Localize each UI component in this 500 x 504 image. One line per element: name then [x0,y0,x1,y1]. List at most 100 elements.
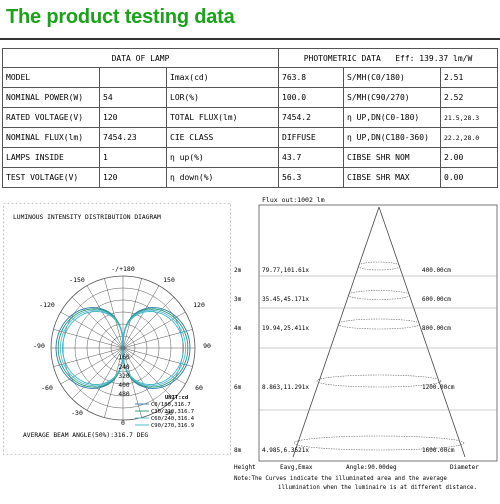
angle-label: -150 [69,276,85,284]
angle-label: 30 [165,409,173,417]
col-height: Height [234,464,256,471]
photometric-data-label: PHOTOMETRIC DATA [303,53,381,63]
cone-diagram: Flux out:1002 lm 2m 79.77,101.61x 400.00… [234,196,498,491]
row-height: 2m [234,267,242,274]
legend-entry: C60/240,316.4 [151,416,195,422]
row-diameter: 400.00cm [422,267,451,274]
row-height: 4m [234,325,242,332]
col-diameter: Diameter [450,464,479,471]
table-cell: 1 [99,147,167,168]
angle-label: -60 [41,384,53,392]
polar-radial-labels: 160 240 320 400 480 [118,354,130,398]
table-cell: 120 [99,167,167,188]
table-cell: MODEL [2,67,100,88]
table-cell: 763.8 [278,67,344,88]
table-cell: NOMINAL POWER(W) [2,87,100,108]
table-cell: TOTAL FLUX(lm) [166,107,279,128]
radial-label: 480 [118,391,130,398]
table-cell: CIBSE SHR MAX [343,167,441,188]
table-cell: η up(%) [166,147,279,168]
row-eavg: 35.45,45.171x [262,296,309,303]
angle-label: -90 [33,342,45,350]
table-cell: Imax(cd) [166,67,279,88]
illumination-ellipse [347,290,411,300]
angle-label: 90 [203,342,211,350]
cone-shape [292,206,466,458]
table-cell: 0.00 [440,167,498,188]
row-diameter: 1200.00cm [422,384,455,391]
data-of-lamp-header: DATA OF LAMP [2,48,279,68]
polar-unit: UNIT:cd [165,395,188,401]
table-cell: DIFFUSE [278,127,344,148]
radial-label: 240 [118,364,130,371]
table-cell: η UP,DN(C180-360) [343,127,441,148]
page-title: The product testing data [6,6,235,28]
table-cell: 22.2,28.0 [440,127,498,148]
cone-edge-left [292,206,380,458]
radial-label: 320 [118,373,130,380]
table-row: NOMINAL FLUX(lm) 7454.23 CIE CLASS DIFFU… [2,127,498,148]
table-cell: 7454.23 [99,127,167,148]
table-cell [99,67,167,88]
cone-diagram-panel: Flux out:1002 lm 2m 79.77,101.61x 400.00… [232,188,500,500]
table-cell: 54 [99,87,167,108]
illumination-ellipse [357,261,401,271]
angle-label: -30 [71,409,83,417]
table-cell: 100.0 [278,87,344,108]
polar-curve [62,311,184,385]
table-row: NOMINAL POWER(W) 54 LOR(%) 100.0 S/MH(C9… [2,87,498,108]
flux-out-label: Flux out:1002 lm [262,196,325,204]
table-row: LAMPS INSIDE 1 η up(%) 43.7 CIBSE SHR NO… [2,147,498,168]
table-cell: 2.52 [440,87,498,108]
table-cell: LOR(%) [166,87,279,108]
table-row: MODEL Imax(cd) 763.8 S/MH(C0/180) 2.51 [2,67,498,88]
table-cell: NOMINAL FLUX(lm) [2,127,100,148]
beam-angle-footer: AVERAGE BEAM ANGLE(50%):316.7 DEG [23,432,148,439]
legend-entry: C0/180,316.7 [151,402,191,408]
table-cell: η down(%) [166,167,279,188]
row-eavg: 8.863,11.291x [262,384,309,391]
angle-label: 150 [163,276,175,284]
table-cell: 2.51 [440,67,498,88]
polar-legend: C0/180,316.7 C30/210,316.7 C60/240,316.4… [135,402,195,429]
row-eavg: 4.985,6.3521x [262,447,309,454]
row-diameter: 600.00cm [422,296,451,303]
table-cell: 120 [99,107,167,128]
illumination-ellipse [337,318,421,330]
photometric-table: DATA OF LAMP PHOTOMETRIC DATA Eff: 139.3… [2,48,498,188]
table-cell: S/MH(C0/180) [343,67,441,88]
table-cell: TEST VOLTAGE(V) [2,167,100,188]
polar-title: LUMINOUS INTENSITY DISTRIBUTION DIAGRAM [13,214,161,221]
note-line-2: illumination when the luminaire is at di… [278,485,477,491]
polar-diagram: LUMINOUS INTENSITY DISTRIBUTION DIAGRAM … [3,203,231,455]
legend-entry: C30/210,316.7 [151,409,194,415]
title-divider [0,38,500,40]
legend-entry: C90/270,316.9 [151,423,194,429]
polar-diagram-panel: LUMINOUS INTENSITY DISTRIBUTION DIAGRAM … [3,203,231,455]
table-cell: 43.7 [278,147,344,168]
table-row: RATED VOLTAGE(V) 120 TOTAL FLUX(lm) 7454… [2,107,498,128]
col-angle: Angle:90.00deg [346,464,397,471]
polar-curves [55,307,191,389]
polar-angle-labels: -/+180 -150 150 -120 120 -90 90 -60 60 -… [33,265,211,427]
angle-label: 60 [195,384,203,392]
table-cell: 56.3 [278,167,344,188]
angle-label: -/+180 [111,265,135,273]
table-cell: CIBSE SHR NOM [343,147,441,168]
row-eavg: 19.94,25.411x [262,325,309,332]
row-diameter: 800.00cm [422,325,451,332]
angle-label: -120 [39,301,55,309]
radial-label: 400 [118,382,130,389]
table-cell: 2.00 [440,147,498,168]
note-line-1: Note:The Curves indicate the illuminated… [234,476,447,482]
table-cell: 21.5,28.3 [440,107,498,128]
table-row: TEST VOLTAGE(V) 120 η down(%) 56.3 CIBSE… [2,167,498,188]
radial-label: 160 [118,354,130,361]
col-eavg: Eavg,Emax [280,464,313,471]
illumination-ellipse [316,374,442,388]
row-height: 3m [234,296,242,303]
table-cell: 7454.2 [278,107,344,128]
table-cell: CIE CLASS [166,127,279,148]
table-cell: S/MH(C90/270) [343,87,441,108]
row-diameter: 1600.00cm [422,447,455,454]
